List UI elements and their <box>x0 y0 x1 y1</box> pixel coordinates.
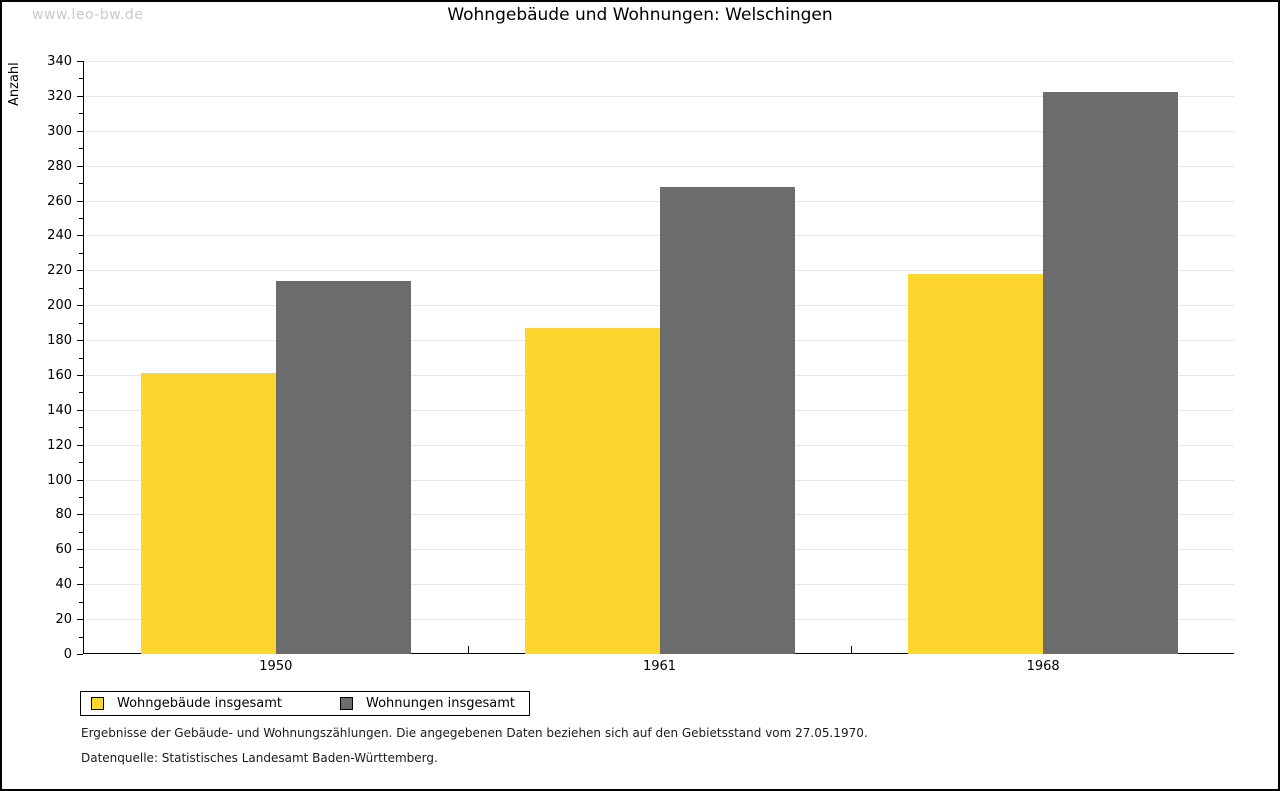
y-tick-label: 220 <box>47 263 72 279</box>
y-tick-major <box>77 444 83 446</box>
y-tick-minor <box>79 113 83 115</box>
y-gridline <box>84 200 1234 202</box>
y-tick-label: 240 <box>47 228 72 244</box>
y-gridline <box>84 61 1234 62</box>
y-tick-minor <box>79 217 83 219</box>
y-tick-label: 300 <box>47 123 72 139</box>
y-tick-label: 20 <box>55 612 72 628</box>
footnote-line-2: Datenquelle: Statistisches Landesamt Bad… <box>81 751 438 765</box>
y-tick-major <box>77 549 83 551</box>
legend-item-wohnungen-insgesamt: Wohnungen insgesamt <box>340 696 515 711</box>
x-tick-label-1950: 1950 <box>259 659 293 674</box>
y-tick-major <box>77 61 83 62</box>
bar-wohnungen-insgesamt-1968 <box>1043 92 1179 654</box>
x-group-separator-tick <box>467 646 469 653</box>
y-tick-label: 280 <box>47 158 72 174</box>
y-tick-label: 140 <box>47 402 72 418</box>
y-tick-major <box>77 270 83 272</box>
footnote-line-1: Ergebnisse der Gebäude- und Wohnungszähl… <box>81 726 868 740</box>
y-gridline <box>84 305 1234 307</box>
y-tick-minor <box>79 462 83 464</box>
chart-title: Wohngebäude und Wohnungen: Welschingen <box>447 5 833 25</box>
y-tick-major <box>77 165 83 167</box>
legend-swatch-wohngebaeude-insgesamt <box>91 697 104 710</box>
y-gridline <box>84 235 1234 237</box>
y-tick-major <box>77 479 83 481</box>
legend-swatch-wohnungen-insgesamt <box>340 697 353 710</box>
y-tick-label: 120 <box>47 437 72 453</box>
y-tick-minor <box>79 357 83 359</box>
y-tick-label: 80 <box>55 507 72 523</box>
y-tick-minor <box>79 427 83 429</box>
y-tick-minor <box>79 531 83 533</box>
y-tick-major <box>77 235 83 237</box>
y-tick-minor <box>79 287 83 289</box>
y-tick-label: 60 <box>55 542 72 558</box>
bar-wohngebaeude-insgesamt-1961 <box>524 327 660 654</box>
x-tick-label-1968: 1968 <box>1026 659 1060 674</box>
y-tick-minor <box>79 636 83 638</box>
y-tick-label: 200 <box>47 298 72 314</box>
y-tick-minor <box>79 497 83 499</box>
y-gridline <box>84 270 1234 272</box>
legend-label-wohnungen-insgesamt: Wohnungen insgesamt <box>366 696 515 711</box>
y-tick-minor <box>79 601 83 603</box>
y-tick-major <box>77 340 83 342</box>
bar-wohngebaeude-insgesamt-1968 <box>908 273 1044 654</box>
y-tick-label: 100 <box>47 472 72 488</box>
x-tick-label-1961: 1961 <box>642 659 677 674</box>
y-tick-major <box>77 305 83 307</box>
y-tick-major <box>77 619 83 621</box>
legend-item-wohngebaeude-insgesamt: Wohngebäude insgesamt <box>91 696 282 711</box>
legend: Wohngebäude insgesamt Wohnungen insgesamt <box>80 691 530 716</box>
bar-wohnungen-insgesamt-1961 <box>659 186 795 654</box>
y-tick-minor <box>79 183 83 185</box>
y-gridline <box>84 165 1234 167</box>
y-tick-minor <box>79 148 83 150</box>
y-tick-minor <box>79 392 83 394</box>
y-tick-major <box>77 130 83 132</box>
y-gridline <box>84 95 1234 97</box>
legend-label-wohngebaeude-insgesamt: Wohngebäude insgesamt <box>117 696 282 711</box>
y-tick-major <box>77 409 83 411</box>
y-tick-minor <box>79 252 83 254</box>
y-tick-major <box>77 584 83 586</box>
plot-area: 0 20 40 60 80 100 120 140 160 180 200 220 240 260 280 3… <box>47 54 1234 674</box>
y-tick-major <box>77 95 83 97</box>
y-tick-label: 160 <box>47 367 72 383</box>
y-tick-label: 180 <box>47 333 72 349</box>
bar-wohngebaeude-insgesamt-1950 <box>140 373 276 654</box>
y-tick-major <box>77 374 83 376</box>
y-tick-minor <box>79 78 83 80</box>
y-tick-minor <box>79 566 83 568</box>
y-tick-label: 320 <box>47 88 72 104</box>
y-tick-major <box>77 654 83 655</box>
y-tick-label: 260 <box>47 193 72 209</box>
bar-wohnungen-insgesamt-1950 <box>275 280 411 654</box>
watermark: www.leo-bw.de <box>32 7 144 23</box>
y-gridline <box>84 130 1234 132</box>
y-tick-label: 0 <box>63 647 72 662</box>
y-tick-minor <box>79 322 83 324</box>
y-tick-label: 340 <box>47 54 72 69</box>
y-tick-label: 40 <box>55 577 72 593</box>
y-tick-major <box>77 200 83 202</box>
x-group-separator-tick <box>851 646 853 653</box>
y-axis-title: Anzahl <box>7 62 22 106</box>
y-tick-major <box>77 514 83 516</box>
